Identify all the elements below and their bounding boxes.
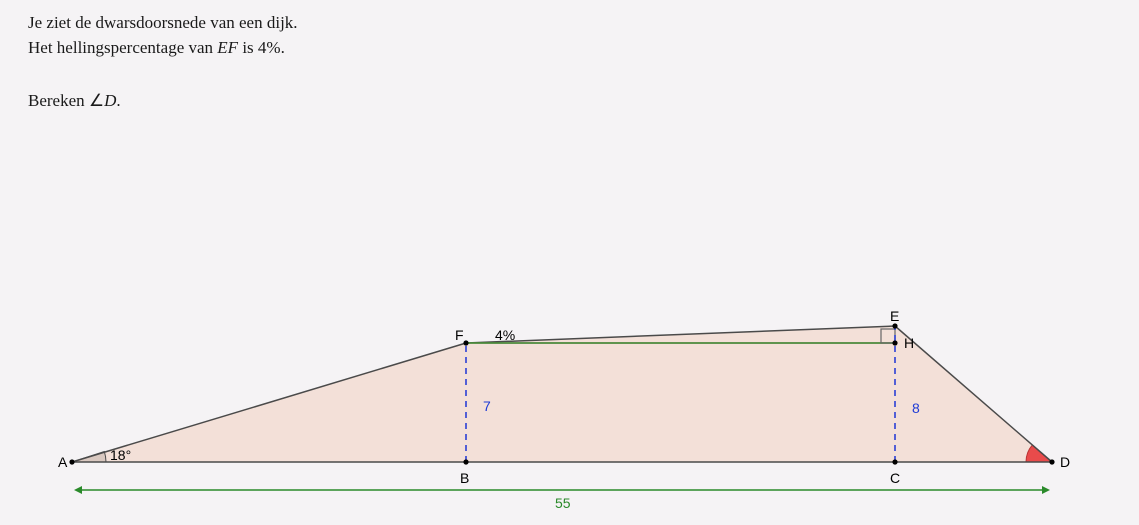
label-H: H [904, 335, 914, 351]
dim-AD: 55 [555, 495, 571, 511]
angle-A-label: 18° [110, 447, 131, 463]
label-A: A [58, 454, 67, 470]
label-C: C [890, 470, 900, 486]
label-D: D [1060, 454, 1070, 470]
label-B: B [460, 470, 469, 486]
slope-label: 4% [495, 327, 515, 343]
label-F: F [455, 327, 464, 343]
cross-section-diagram [0, 0, 1139, 525]
dim-CE: 8 [912, 400, 920, 416]
label-E: E [890, 308, 899, 324]
dim-BF: 7 [483, 398, 491, 414]
